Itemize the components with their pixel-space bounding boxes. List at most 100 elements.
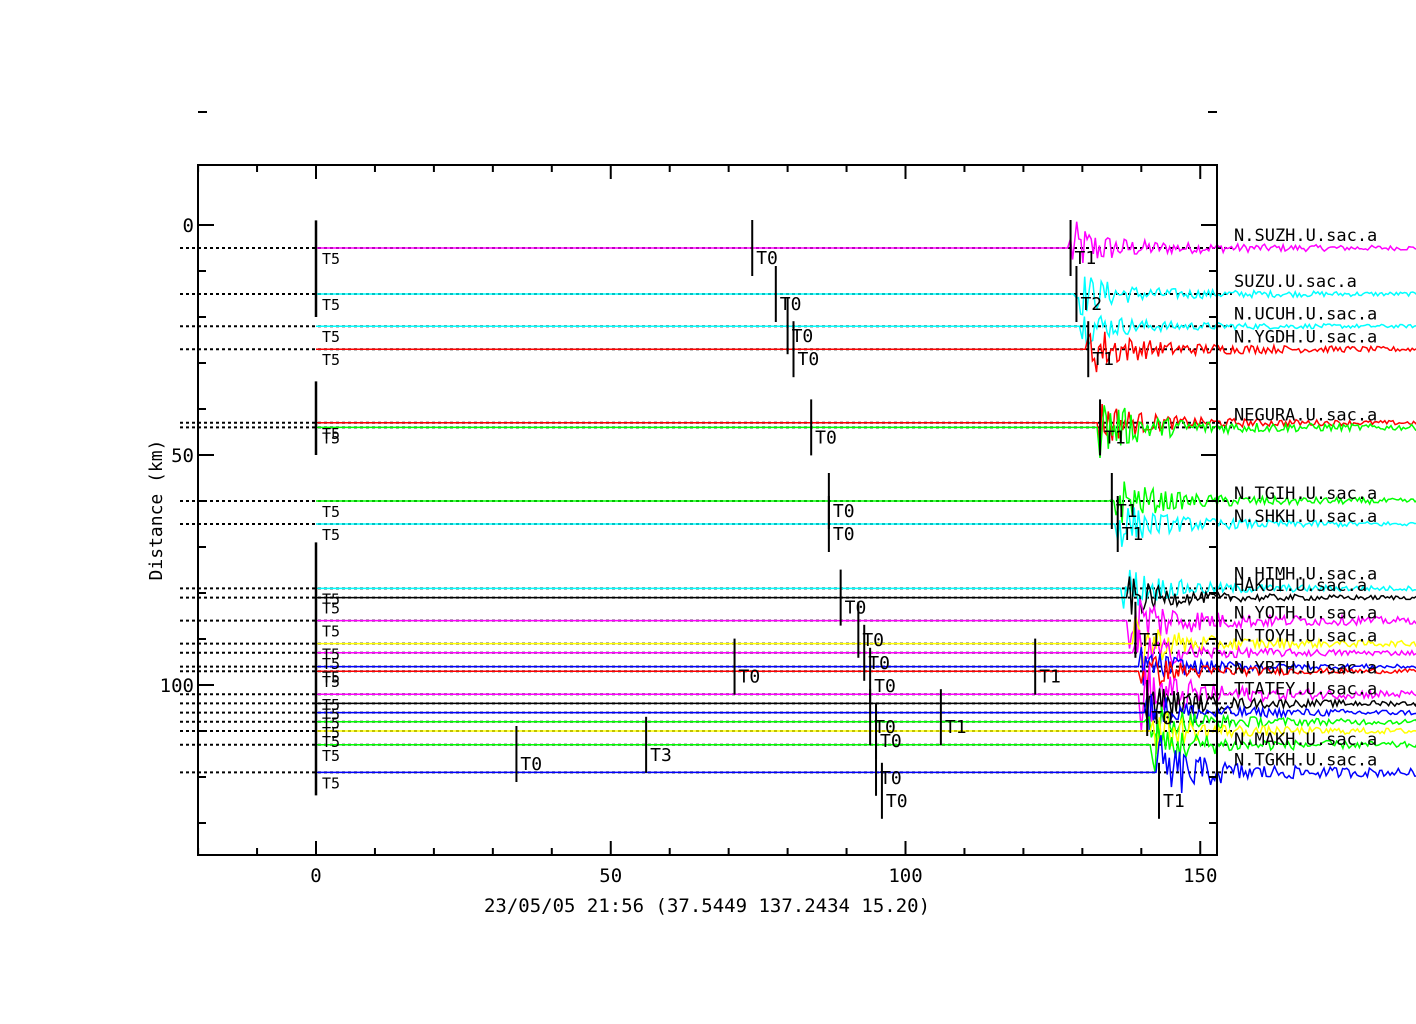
- seismogram-trace: [316, 314, 1416, 348]
- station-label: N.TOYH.U.sac.a: [1234, 626, 1377, 646]
- origin-mark-label: T5: [322, 733, 340, 751]
- phase-pick-label: T0: [880, 768, 902, 789]
- station-label: N.SHKH.U.sac.a: [1234, 507, 1377, 527]
- y-tick-label: 100: [160, 675, 194, 697]
- seismogram-trace: [316, 688, 1416, 721]
- seismogram-trace: [316, 693, 1416, 735]
- seismogram-trace: [316, 706, 1416, 745]
- phase-pick-label: T1: [1104, 427, 1126, 448]
- station-label: N.YGDH.U.sac.a: [1234, 327, 1377, 347]
- phase-pick-label: T0: [833, 501, 855, 522]
- phase-pick-label: T1: [945, 717, 967, 738]
- y-tick-label: 0: [183, 215, 194, 237]
- seismogram-trace: [316, 481, 1416, 523]
- seismogram-trace: [316, 569, 1416, 609]
- phase-pick-label: T1: [1163, 791, 1185, 812]
- phase-pick-label: T0: [880, 731, 902, 752]
- station-label: HAKUI.U.sac.a: [1234, 576, 1367, 596]
- seismogram-trace: [316, 719, 1416, 773]
- phase-markers: T5T5T5T5T5T5T5T5T5T5T5T5T5T5T5T5T5T5T5T5…: [314, 220, 1185, 819]
- phase-pick-label: T0: [874, 717, 896, 738]
- station-label: TTATEY.U.sac.a: [1234, 679, 1377, 699]
- origin-mark-label: T5: [322, 328, 340, 346]
- x-tick-label: 50: [599, 865, 622, 887]
- origin-mark-label: T5: [322, 715, 340, 733]
- origin-mark-label: T5: [322, 526, 340, 544]
- station-label: N.TGKH.U.sac.a: [1234, 751, 1377, 771]
- station-label: SUZU.U.sac.a: [1234, 272, 1357, 292]
- origin-mark-label: T5: [322, 774, 340, 792]
- origin-mark-label: T5: [322, 724, 340, 742]
- seismogram-trace: [316, 629, 1416, 673]
- origin-mark-label: T5: [322, 351, 340, 369]
- station-label: NEGURA.U.sac.a: [1234, 406, 1377, 426]
- phase-pick-label: T0: [797, 349, 819, 370]
- y-tick-label: 50: [171, 445, 194, 467]
- chart-caption: 23/05/05 21:56 (37.5449 137.2434 15.20): [484, 895, 930, 917]
- seismogram-trace: [316, 647, 1416, 686]
- phase-pick-label: T0: [780, 294, 802, 315]
- origin-mark-label: T5: [322, 250, 340, 268]
- phase-pick-label: T1: [1039, 667, 1061, 688]
- seismogram-trace: [316, 221, 1416, 263]
- station-label: N.YOTH.U.sac.a: [1234, 603, 1377, 623]
- station-label: N.MAKH.U.sac.a: [1234, 730, 1377, 750]
- phase-pick-label: T1: [1075, 248, 1097, 269]
- phase-pick-label: T0: [874, 676, 896, 697]
- origin-mark-label: T5: [322, 646, 340, 664]
- phase-pick-label: T1: [1139, 630, 1161, 651]
- origin-mark-label: T5: [322, 747, 340, 765]
- origin-mark-label: T5: [322, 503, 340, 521]
- phase-pick-label: T0: [868, 653, 890, 674]
- seismogram-trace: [316, 405, 1416, 458]
- plot-axes: Distance (km) 23/05/05 21:56 (37.5449 13…: [146, 111, 1218, 917]
- phase-pick-label: T0: [833, 524, 855, 545]
- y-axis-label: Distance (km): [146, 440, 167, 581]
- plot-frame: [197, 164, 1218, 856]
- seismogram-trace: [316, 615, 1416, 665]
- origin-mark-label: T5: [322, 705, 340, 723]
- phase-pick-label: T0: [845, 598, 867, 619]
- origin-mark-label: T5: [322, 425, 340, 443]
- origin-mark-label: T5: [322, 296, 340, 314]
- phase-pick-label: T1: [1092, 349, 1114, 370]
- phase-pick-label: T0: [815, 427, 837, 448]
- origin-mark-label: T5: [322, 429, 340, 447]
- station-label: N.HIMH.U.sac.a: [1234, 564, 1377, 584]
- phase-pick-label: T2: [1080, 294, 1102, 315]
- phase-pick-label: T1: [1116, 501, 1138, 522]
- station-label: N.SUZH.U.sac.a: [1234, 226, 1377, 246]
- origin-mark-label: T5: [322, 655, 340, 673]
- x-tick-label: 150: [1183, 865, 1217, 887]
- phase-pick-label: T3: [650, 745, 672, 766]
- seismogram-trace: [316, 507, 1416, 547]
- seismogram-traces: [316, 221, 1416, 794]
- phase-pick-label: T0: [739, 667, 761, 688]
- phase-pick-label: T0: [1151, 708, 1173, 729]
- seismogram-trace: [316, 655, 1416, 687]
- origin-mark-label: T5: [322, 600, 340, 618]
- station-label: N.TGIH.U.sac.a: [1234, 484, 1377, 504]
- seismogram-trace: [316, 598, 1416, 650]
- origin-mark-label: T5: [322, 623, 340, 641]
- origin-mark-label: T5: [322, 669, 340, 687]
- origin-mark-label: T5: [322, 590, 340, 608]
- phase-pick-label: T0: [756, 248, 778, 269]
- phase-pick-label: T0: [792, 326, 814, 347]
- phase-pick-label: T0: [862, 630, 884, 651]
- station-label: N.YBTH.U.sac.a: [1234, 659, 1377, 679]
- seismogram-trace: [316, 711, 1416, 755]
- station-labels: N.SUZH.U.sac.a SUZU.U.sac.a N.UCUH.U.sac.a…: [1234, 226, 1377, 770]
- phase-pick-label: T0: [886, 791, 908, 812]
- seismogram-trace: [316, 664, 1416, 731]
- phase-pick-label: T0: [520, 754, 542, 775]
- origin-mark-label: T5: [322, 673, 340, 691]
- seismogram-trace: [316, 576, 1416, 615]
- x-tick-label: 0: [310, 865, 321, 887]
- x-tick-label: 100: [888, 865, 922, 887]
- seismogram-trace: [316, 735, 1416, 794]
- origin-mark-label: T5: [322, 696, 340, 714]
- phase-pick-label: T1: [1122, 524, 1144, 545]
- seismogram-trace: [316, 276, 1416, 316]
